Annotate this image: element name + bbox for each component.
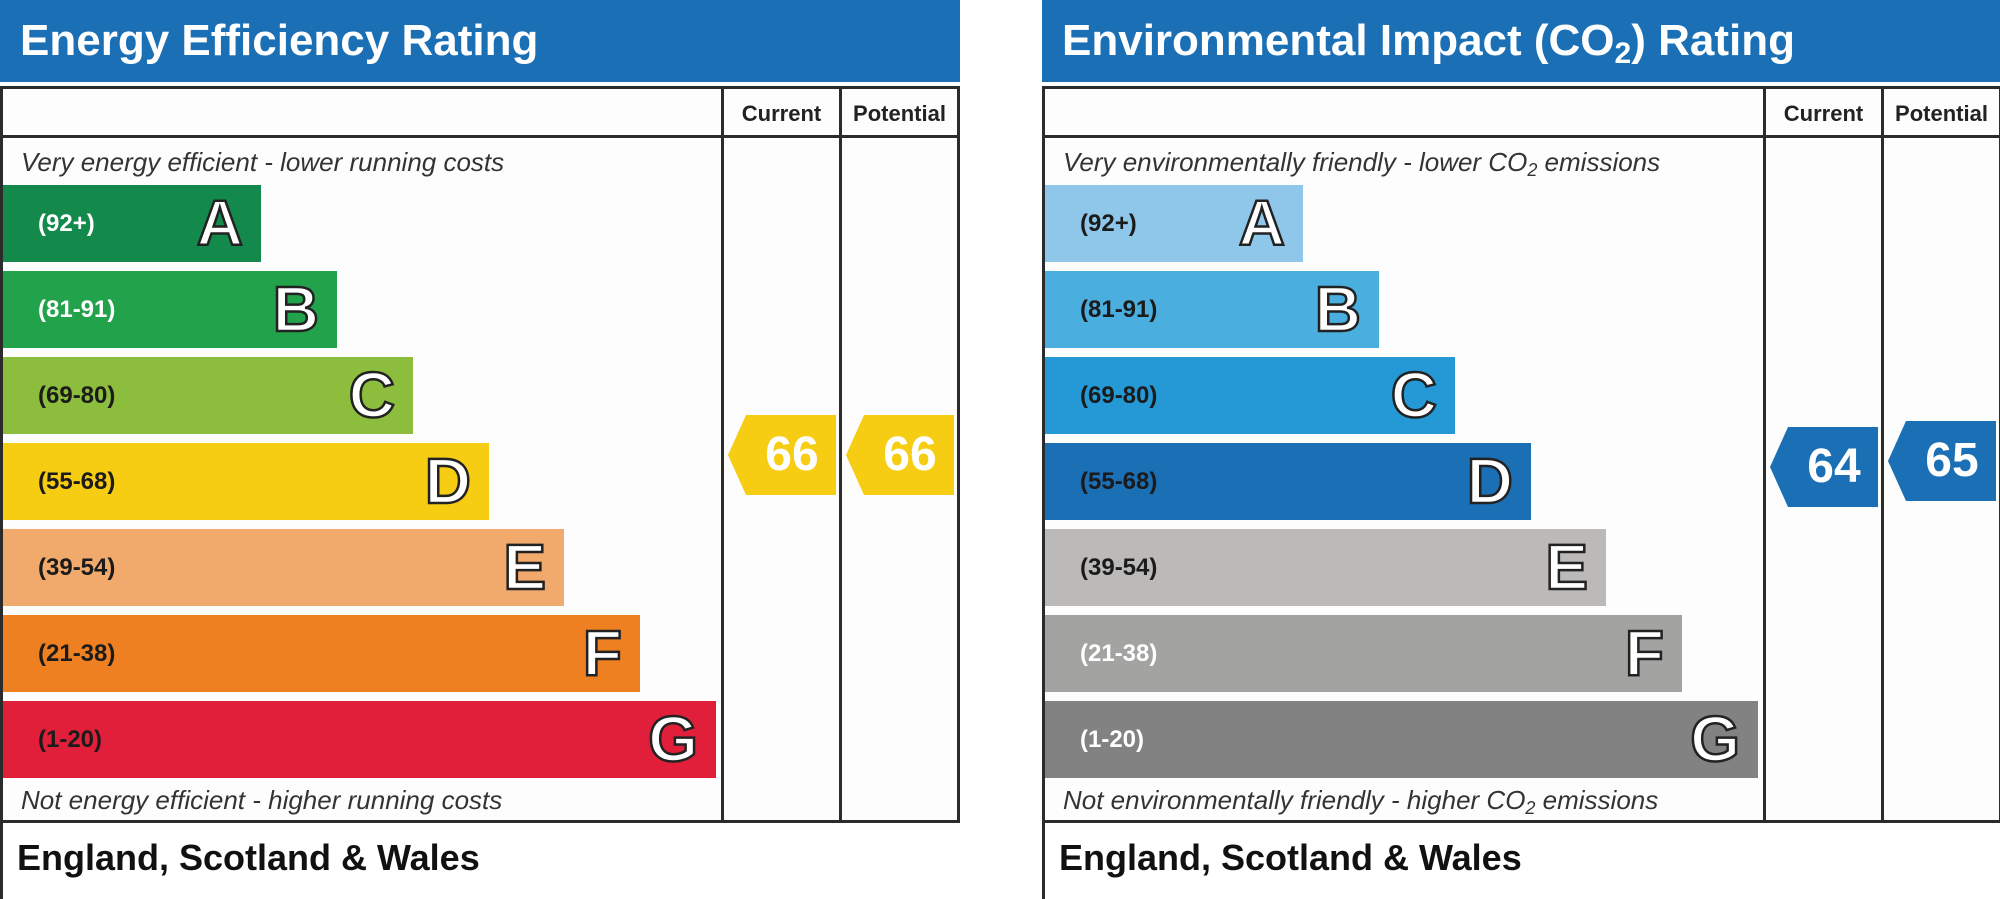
band-c: (69-80) C (1045, 357, 1455, 434)
band-range: (81-91) (1080, 296, 1158, 323)
potential-rating-value: 66 (883, 428, 937, 481)
bottom-caption-main: Not environmentally friendly - higher CO (1063, 785, 1526, 815)
band-range: (1-20) (1080, 726, 1145, 753)
energy-efficiency-chart: Energy Efficiency Rating Current Potenti… (0, 0, 960, 899)
band-letter: B (1314, 272, 1363, 347)
top-caption-subscript: 2 (1527, 160, 1538, 180)
chart-title: Environmental Impact (CO2) Rating (1042, 0, 2000, 82)
bottom-caption: Not environmentally friendly - higher CO… (1063, 785, 1659, 818)
band-letter: F (582, 616, 624, 691)
band-g: (1-20) G (3, 701, 716, 778)
band-range: (81-91) (38, 296, 116, 323)
region-footer: England, Scotland & Wales (1042, 823, 1722, 899)
current-rating-value: 64 (1807, 440, 1861, 493)
band-letter: C (1390, 358, 1439, 433)
band-a: (92+) A (3, 185, 261, 262)
band-d: (55-68) D (3, 443, 489, 520)
band-range: (1-20) (38, 726, 103, 753)
band-letter: D (1466, 444, 1515, 519)
current-column-header: Current (741, 101, 822, 126)
chart-frame: Current Potential Very environmentally f… (1042, 86, 2000, 823)
band-a: (92+) A (1045, 185, 1303, 262)
arrow-shape (846, 415, 954, 495)
column-divider (839, 89, 842, 820)
current-column-header: Current (1783, 101, 1864, 126)
band-range: (39-54) (1080, 554, 1158, 581)
potential-column-header: Potential (853, 101, 946, 126)
band-range: (69-80) (38, 382, 116, 409)
arrow-shape (1770, 427, 1878, 507)
band-letter: G (647, 702, 699, 777)
band-range: (55-68) (1080, 468, 1158, 495)
arrow-shape (1888, 421, 1996, 501)
band-letter: G (1689, 702, 1741, 777)
band-letter: D (424, 444, 473, 519)
band-range: (39-54) (38, 554, 116, 581)
chart-frame: Current Potential Very energy efficient … (0, 86, 960, 823)
top-caption-end: emissions (1537, 147, 1661, 177)
band-letter: B (272, 272, 321, 347)
header-divider (1045, 135, 1999, 138)
potential-column-header: Potential (1895, 101, 1988, 126)
band-b: (81-91) B (1045, 271, 1379, 348)
band-range: (69-80) (1080, 382, 1158, 409)
band-letter: F (1624, 616, 1666, 691)
band-range: (92+) (1080, 210, 1137, 237)
band-range: (92+) (38, 210, 95, 237)
bottom-caption-subscript: 2 (1525, 798, 1536, 818)
band-letter: C (348, 358, 397, 433)
top-caption: Very environmentally friendly - lower CO… (1063, 147, 1661, 180)
band-e: (39-54) E (1045, 529, 1606, 606)
potential-rating-arrow: 65 (1888, 421, 1996, 501)
top-caption: Very energy efficient - lower running co… (21, 147, 505, 177)
band-c: (69-80) C (3, 357, 413, 434)
header-divider (3, 135, 957, 138)
potential-rating-value: 65 (1925, 434, 1979, 487)
band-b: (81-91) B (3, 271, 337, 348)
bottom-caption-end: emissions (1535, 785, 1659, 815)
chart-title-end: ) Rating (1631, 16, 1795, 65)
column-divider (721, 89, 724, 820)
column-divider (1763, 89, 1766, 820)
band-f: (21-38) F (1045, 615, 1682, 692)
band-e: (39-54) E (3, 529, 564, 606)
column-divider (1881, 89, 1884, 820)
potential-rating-arrow: 66 (846, 415, 954, 495)
band-range: (55-68) (38, 468, 116, 495)
current-rating-value: 66 (765, 428, 819, 481)
chart-title-main: Environmental Impact (CO (1062, 16, 1615, 65)
region-footer: England, Scotland & Wales (0, 823, 680, 899)
environmental-impact-chart: Environmental Impact (CO2) Rating Curren… (1042, 0, 2000, 899)
chart-title-subscript: 2 (1614, 37, 1632, 70)
current-rating-arrow: 64 (1770, 427, 1878, 507)
current-rating-arrow: 66 (728, 415, 836, 495)
band-letter: E (502, 530, 547, 605)
band-d: (55-68) D (1045, 443, 1531, 520)
arrow-shape (728, 415, 836, 495)
top-caption-main: Very environmentally friendly - lower CO (1063, 147, 1528, 177)
band-g: (1-20) G (1045, 701, 1758, 778)
band-letter: A (196, 186, 245, 261)
band-letter: A (1238, 186, 1287, 261)
band-letter: E (1544, 530, 1589, 605)
bottom-caption: Not energy efficient - higher running co… (21, 785, 503, 815)
band-f: (21-38) F (3, 615, 640, 692)
chart-title: Energy Efficiency Rating (0, 0, 960, 82)
band-range: (21-38) (38, 640, 116, 667)
band-range: (21-38) (1080, 640, 1158, 667)
